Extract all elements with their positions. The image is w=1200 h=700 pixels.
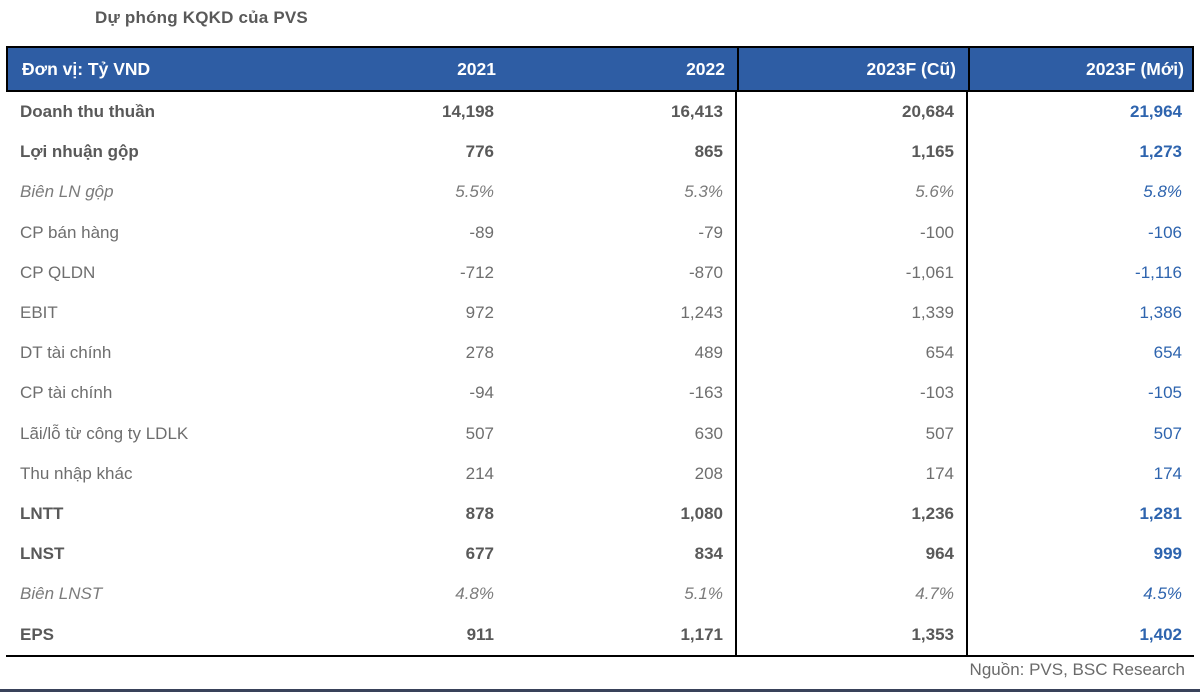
row-label: Biên LN gộp <box>20 182 114 202</box>
table-row: Biên LN gộp 5.5% 5.3% 5.6% 5.8% <box>6 172 1194 213</box>
value-2023f-old: 174 <box>737 453 968 494</box>
value-2021: 14,198 <box>442 102 494 122</box>
value-2023f-old: 1,165 <box>737 132 968 173</box>
row-label: LNTT <box>20 503 64 523</box>
value-2023f-old: 654 <box>737 333 968 374</box>
value-2022: 865 <box>506 132 737 173</box>
value-2023f-old: 4.7% <box>737 574 968 615</box>
value-2023f-new: 1,386 <box>1139 303 1182 323</box>
row-label: Doanh thu thuần <box>20 102 156 122</box>
value-2023f-new: 174 <box>1153 463 1182 483</box>
value-2022: 834 <box>506 534 737 575</box>
value-2022: -79 <box>506 212 737 253</box>
value-2023f-old: -1,061 <box>737 252 968 293</box>
value-2021: -94 <box>469 383 494 403</box>
row-label: CP QLDN <box>20 262 96 282</box>
value-2023f-new: 5.8% <box>1143 182 1182 202</box>
table-row: DT tài chính 278 489 654 654 <box>6 333 1194 374</box>
row-label: Lãi/lỗ từ công ty LDLK <box>20 423 189 443</box>
value-2023f-new: 654 <box>1153 343 1182 363</box>
value-2023f-old: 1,236 <box>737 493 968 535</box>
table-row: LNST 677 834 964 999 <box>6 534 1194 575</box>
table-row: Lợi nhuận gộp 776 865 1,165 1,273 <box>6 132 1194 173</box>
value-2023f-old: 964 <box>737 534 968 575</box>
value-2022: 1,080 <box>506 493 737 535</box>
table-row: CP QLDN -712 -870 -1,061 -1,116 <box>6 252 1194 293</box>
value-2021: 278 <box>465 343 494 363</box>
column-header-2021: 2021 <box>457 58 496 79</box>
column-header-2023f-new: 2023F (Mới) <box>1085 58 1184 79</box>
column-header-2023f-old: 2023F (Cũ) <box>739 48 970 90</box>
row-label: Thu nhập khác <box>20 463 133 483</box>
value-2023f-old: 1,339 <box>737 292 968 334</box>
value-2023f-old: 507 <box>737 413 968 454</box>
table-row: Doanh thu thuần 14,198 16,413 20,684 21,… <box>6 92 1194 133</box>
value-2023f-new: -1,116 <box>1135 262 1182 282</box>
value-2022: 208 <box>506 453 737 494</box>
value-2022: 1,171 <box>506 614 737 655</box>
value-2022: 489 <box>506 333 737 374</box>
value-2021: 677 <box>465 544 494 564</box>
table-row: CP bán hàng -89 -79 -100 -106 <box>6 212 1194 253</box>
row-label: EBIT <box>20 303 58 323</box>
value-2021: -89 <box>469 222 494 242</box>
value-2023f-new: 507 <box>1153 423 1182 443</box>
page-title: Dự phóng KQKD của PVS <box>95 8 308 27</box>
value-2023f-new: 999 <box>1153 544 1182 564</box>
table-row: Thu nhập khác 214 208 174 174 <box>6 453 1194 494</box>
row-label: Lợi nhuận gộp <box>20 142 139 162</box>
value-2023f-old: -100 <box>737 212 968 253</box>
value-2023f-new: 1,402 <box>1139 624 1182 644</box>
column-header-unit: Đơn vị: Tỷ VND <box>22 58 151 79</box>
value-2021: 214 <box>465 463 494 483</box>
value-2022: 5.3% <box>506 172 737 213</box>
value-2022: 16,413 <box>506 92 737 133</box>
row-label: LNST <box>20 544 65 564</box>
value-2022: 630 <box>506 413 737 454</box>
value-2021: 507 <box>465 423 494 443</box>
table-body: Doanh thu thuần 14,198 16,413 20,684 21,… <box>6 92 1194 655</box>
value-2021: 878 <box>465 503 494 523</box>
value-2023f-old: 1,353 <box>737 614 968 655</box>
value-2022: 5.1% <box>506 574 737 615</box>
value-2023f-old: 5.6% <box>737 172 968 213</box>
table-header-row: Đơn vị: Tỷ VND 2021 2022 2023F (Cũ) 2023… <box>6 48 1194 92</box>
value-2021: 5.5% <box>455 182 494 202</box>
value-2022: 1,243 <box>506 292 737 334</box>
table-row: CP tài chính -94 -163 -103 -105 <box>6 373 1194 414</box>
value-2022: -163 <box>506 373 737 414</box>
value-2023f-new: 21,964 <box>1130 102 1182 122</box>
table-row: EPS 911 1,171 1,353 1,402 <box>6 614 1194 655</box>
value-2021: 4.8% <box>455 584 494 604</box>
value-2023f-new: -105 <box>1147 383 1182 403</box>
row-label: Biên LNST <box>20 584 103 604</box>
value-2023f-new: 1,273 <box>1139 142 1182 162</box>
table-row: EBIT 972 1,243 1,339 1,386 <box>6 292 1194 334</box>
value-2022: -870 <box>506 252 737 293</box>
row-label: DT tài chính <box>20 343 112 363</box>
value-2021: -712 <box>459 262 494 282</box>
value-2021: 776 <box>465 142 494 162</box>
financial-forecast-table: Đơn vị: Tỷ VND 2021 2022 2023F (Cũ) 2023… <box>6 46 1194 657</box>
value-2023f-new: 4.5% <box>1143 584 1182 604</box>
value-2021: 911 <box>466 624 494 644</box>
table-row: Biên LNST 4.8% 5.1% 4.7% 4.5% <box>6 574 1194 615</box>
row-label: CP bán hàng <box>20 222 119 242</box>
row-label: EPS <box>20 624 55 644</box>
value-2023f-old: -103 <box>737 373 968 414</box>
source-note: Nguồn: PVS, BSC Research <box>969 660 1185 679</box>
bottom-divider <box>0 689 1200 692</box>
value-2023f-new: 1,281 <box>1139 503 1182 523</box>
table-row: Lãi/lỗ từ công ty LDLK 507 630 507 507 <box>6 413 1194 454</box>
value-2023f-new: -106 <box>1147 222 1182 242</box>
value-2023f-old: 20,684 <box>737 92 968 133</box>
value-2021: 972 <box>465 303 494 323</box>
column-header-2022: 2022 <box>508 48 739 90</box>
row-label: CP tài chính <box>20 383 113 403</box>
table-row: LNTT 878 1,080 1,236 1,281 <box>6 493 1194 535</box>
